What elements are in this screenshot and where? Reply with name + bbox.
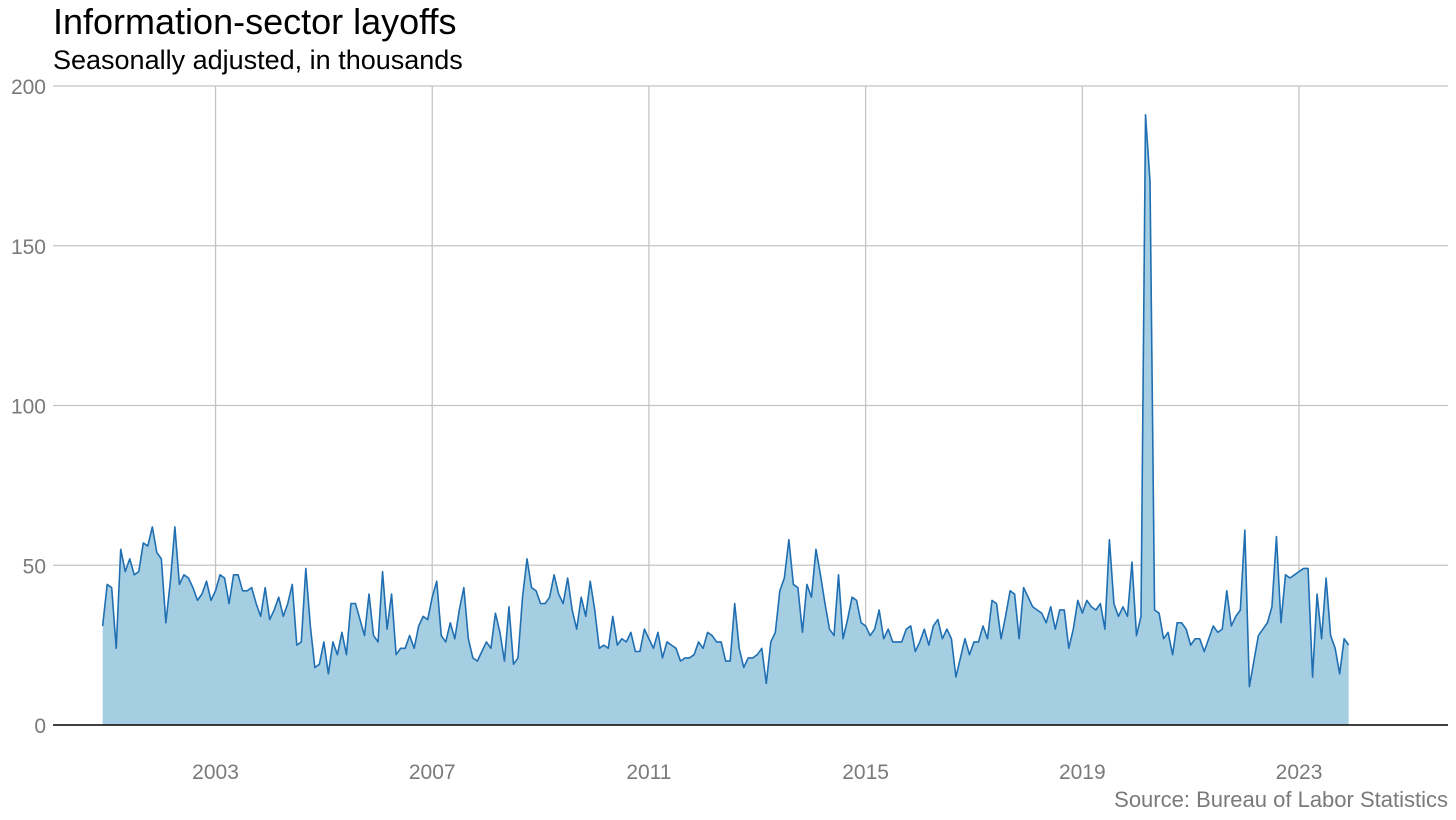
y-tick-label: 100 [11, 396, 46, 419]
x-tick-label: 2007 [409, 761, 456, 784]
y-tick-label: 50 [23, 555, 46, 578]
x-tick-label: 2019 [1059, 761, 1106, 784]
chart-title: Information-sector layoffs [53, 1, 457, 42]
series-area [102, 114, 1349, 725]
x-tick-label: 2023 [1276, 761, 1323, 784]
source-note: Source: Bureau of Labor Statistics [1114, 787, 1448, 812]
y-gridlines [53, 85, 1448, 566]
y-tick-labels: 0 50 100 150 200 [11, 76, 46, 738]
chart-subtitle: Seasonally adjusted, in thousands [53, 45, 463, 75]
x-tick-label: 2011 [626, 761, 671, 784]
x-tick-label: 2003 [192, 761, 239, 784]
y-tick-label: 0 [34, 715, 46, 738]
series-group [101, 113, 1350, 725]
x-tick-label: 2015 [842, 761, 889, 784]
y-tick-label: 150 [11, 236, 46, 259]
series-line [101, 113, 1350, 688]
y-tick-label: 200 [11, 76, 46, 99]
x-tick-labels: 2003 2007 2011 2015 2019 2023 [192, 761, 1322, 784]
